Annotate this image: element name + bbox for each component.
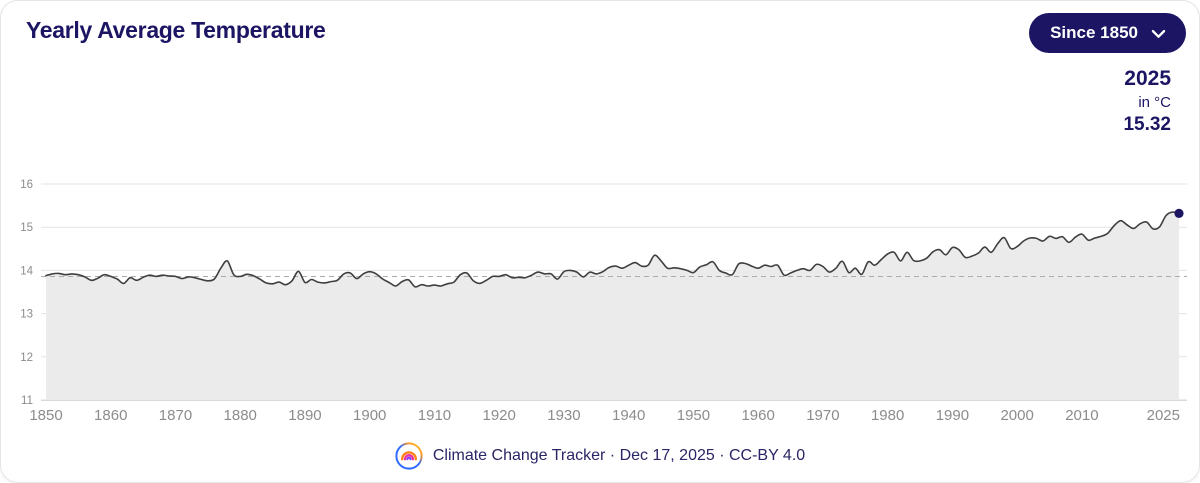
x-tick-label: 1900 [353,407,386,424]
y-tick-label: 14 [20,265,33,277]
x-tick-label: 1960 [741,407,774,424]
x-tick-label: 1860 [94,407,127,424]
x-tick-label: 1870 [159,407,192,424]
latest-year: 2025 [1124,67,1171,90]
x-tick-label: 1880 [224,407,257,424]
x-tick-label: 1970 [806,407,839,424]
chevron-down-icon [1151,29,1166,38]
x-tick-label: 1940 [612,407,645,424]
attribution: Climate Change Tracker · Dec 17, 2025 · … [1,441,1199,471]
x-tick-label: 1980 [871,407,904,424]
y-tick-label: 11 [21,395,33,407]
y-tick-label: 15 [20,222,33,234]
y-tick-label: 12 [20,352,33,364]
x-tick-label: 2000 [1000,407,1033,424]
x-tick-label: 1920 [483,407,516,424]
area-fill [46,212,1179,400]
latest-value-panel: 2025 in °C 15.32 [1123,67,1171,137]
end-point-marker [1174,208,1184,218]
x-tick-label: 1890 [288,407,321,424]
x-tick-label: 1950 [677,407,710,424]
x-tick-label: 1910 [418,407,451,424]
x-tick-label: 2025 [1147,407,1180,424]
x-tick-label: 1930 [547,407,580,424]
time-range-dropdown[interactable]: Since 1850 [1029,13,1186,53]
time-range-label: Since 1850 [1050,23,1138,42]
page-title: Yearly Average Temperature [26,17,326,43]
temperature-line [45,211,1180,288]
unit-label: in °C [1138,93,1171,111]
y-tick-label: 13 [20,309,33,321]
y-tick-label: 16 [20,179,33,191]
latest-value: 15.32 [1123,114,1171,136]
attribution-text: Climate Change Tracker · Dec 17, 2025 · … [432,447,806,464]
climate-change-tracker-logo [395,442,423,470]
x-tick-label: 2010 [1065,407,1098,424]
x-tick-label: 1990 [936,407,969,424]
x-tick-label: 1850 [29,407,62,424]
